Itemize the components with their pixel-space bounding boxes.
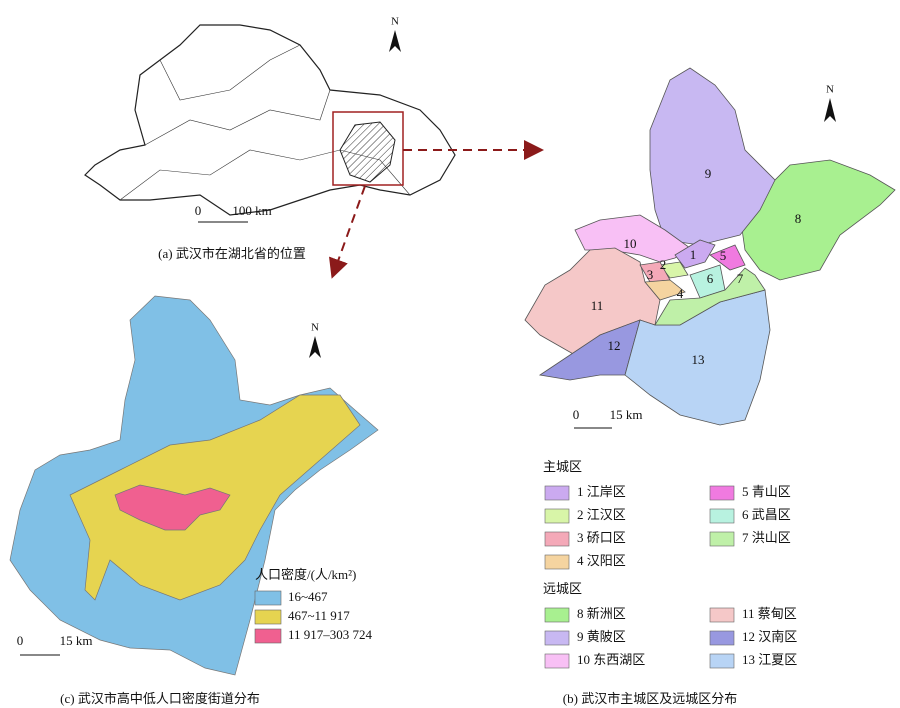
district-number: 5 [720,248,727,263]
district-number: 4 [677,286,684,301]
scale-zero: 0 [573,407,580,422]
district-number: 3 [647,267,654,282]
legend-label: 4 汉阳区 [577,553,626,568]
wuhan-hatch [339,121,396,183]
district-number: 6 [707,271,714,286]
legend-swatch [709,485,735,501]
legend-group-title: 远城区 [543,581,582,596]
legend-label: 11 蔡甸区 [742,606,797,621]
district-number: 8 [795,211,802,226]
legend-swatch [254,628,282,644]
legend-label: 9 黄陂区 [577,629,626,644]
highlight-box [332,111,404,186]
caption: (c) 武汉市高中低人口密度街道分布 [60,691,260,706]
legend-swatch [544,485,570,501]
legend-label: 1 江岸区 [577,484,626,499]
legend-label: 10 东西湖区 [577,652,645,667]
district [649,67,776,246]
district-number: 9 [705,166,712,181]
north-label: N [826,84,834,96]
north-arrow [309,336,321,358]
legend-label: 2 江汉区 [577,507,626,522]
hubei-outline [84,24,456,216]
legend-label: 16~467 [288,589,328,604]
north-label: N [311,322,319,334]
density-map [9,295,379,676]
district-number: 2 [660,257,667,272]
district-number: 10 [624,236,637,251]
legend-label: 7 洪山区 [742,530,791,545]
legend-swatch [544,508,570,524]
legend-label: 12 汉南区 [742,629,797,644]
high-density-area [114,484,231,531]
legend-label: 6 武昌区 [742,507,791,522]
legend-label: 11 917–303 724 [288,627,373,642]
legend-label: 5 青山区 [742,484,791,499]
scale-label: 15 km [610,407,643,422]
district [739,159,896,281]
north-label: N [391,16,399,28]
arrow [329,185,366,279]
legend-swatch [709,653,735,669]
scale-zero: 0 [17,633,24,648]
caption: (a) 武汉市在湖北省的位置 [158,246,306,261]
legend-title: 人口密度/(人/km²) [255,567,356,582]
district [654,267,766,326]
district-number: 12 [608,338,621,353]
district-number: 7 [737,271,744,286]
legend-swatch [544,653,570,669]
legend: 16~467 467~11 917 11 917–303 724 [254,589,373,644]
north-arrow [389,30,401,52]
legend-swatch [544,630,570,646]
legend-swatch [709,607,735,623]
district-number: 1 [690,247,697,262]
district [674,239,716,269]
legend-swatch [709,630,735,646]
legend-label: 3 硚口区 [577,530,626,545]
legend-label: 8 新洲区 [577,606,626,621]
north-arrow [824,98,836,122]
legend-swatch [544,554,570,570]
legend-label: 467~11 917 [288,608,350,623]
county-lines [144,89,331,146]
district-number: 11 [591,298,604,313]
scale-label: 15 km [60,633,93,648]
legend-swatch [254,609,282,625]
county-lines [159,44,301,101]
district [709,244,746,271]
scale-label: 100 km [232,203,271,218]
district [644,279,686,301]
scale-zero: 0 [195,203,202,218]
legend-swatch [709,508,735,524]
caption: (b) 武汉市主城区及远城区分布 [563,691,737,706]
legend-swatch [254,590,282,606]
legend-label: 13 江夏区 [742,652,797,667]
district-number: 13 [692,352,705,367]
legend-swatch [709,531,735,547]
legend: 主城区 1 江岸区 2 江汉区 3 硚口区 4 汉阳区 5 青山区 6 武昌区 7 洪山区远城… [543,459,797,669]
legend-swatch [544,607,570,623]
legend-swatch [544,531,570,547]
legend-group-title: 主城区 [543,459,582,474]
